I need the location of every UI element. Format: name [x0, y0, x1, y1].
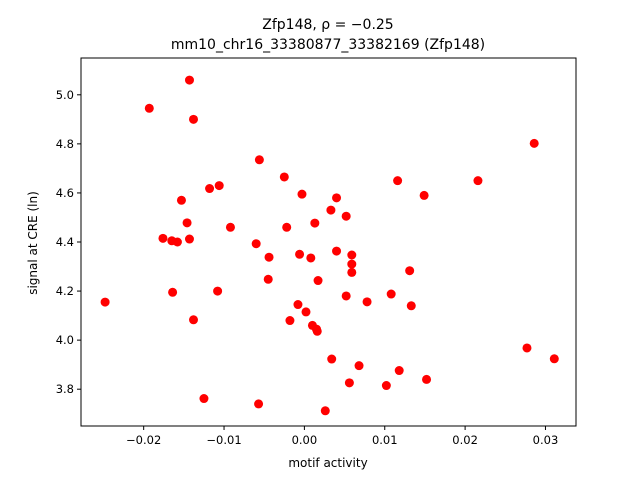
chart-title-line2: mm10_chr16_33380877_33382169 (Zfp148)	[171, 37, 485, 53]
data-point-43	[347, 250, 357, 260]
x-axis-label: motif activity	[288, 456, 367, 470]
y-axis-label: signal at CRE (ln)	[26, 191, 40, 295]
data-point-25	[293, 300, 303, 310]
data-point-45	[347, 267, 357, 277]
data-point-50	[393, 176, 403, 186]
data-point-15	[213, 286, 223, 296]
data-point-16	[225, 222, 235, 232]
data-point-33	[312, 326, 322, 336]
data-point-59	[549, 354, 559, 364]
data-point-40	[341, 211, 351, 221]
data-point-3	[189, 114, 198, 124]
data-point-38	[332, 193, 342, 203]
data-point-18	[251, 239, 261, 249]
data-point-23	[282, 222, 292, 232]
data-point-14	[214, 181, 224, 191]
data-point-13	[199, 394, 209, 404]
data-point-41	[341, 291, 351, 301]
data-point-52	[405, 266, 415, 276]
data-point-53	[406, 301, 416, 311]
y-tick-label-3: 4.4	[56, 235, 74, 249]
y-tick-label-1: 4.0	[56, 333, 74, 347]
data-point-20	[263, 274, 273, 284]
data-point-34	[313, 276, 323, 286]
plot-frame	[80, 57, 577, 427]
data-point-7	[168, 287, 178, 297]
data-point-56	[473, 176, 483, 186]
data-point-51	[394, 366, 404, 376]
x-tick-label-2: 0.00	[292, 433, 318, 447]
data-point-2	[184, 75, 194, 85]
data-point-27	[297, 189, 307, 199]
y-tick-label-5: 4.8	[56, 137, 74, 151]
data-point-37	[327, 354, 337, 364]
y-tick-label-4: 4.6	[56, 186, 74, 200]
y-tick-label-0: 3.8	[56, 382, 74, 396]
data-point-49	[386, 289, 396, 299]
x-tick-label-3: 0.01	[372, 433, 398, 447]
data-point-58	[529, 138, 539, 148]
data-point-44	[347, 259, 357, 269]
points-layer	[100, 75, 559, 416]
chart-title-line1: Zfp148, ρ = −0.25	[262, 17, 393, 33]
data-point-8	[176, 195, 186, 205]
data-point-31	[310, 218, 320, 228]
data-point-36	[326, 205, 336, 215]
data-point-4	[158, 233, 168, 243]
data-point-22	[279, 172, 289, 182]
x-axis: −0.02 −0.01 0.00 0.01 0.02 0.03	[126, 426, 558, 447]
data-point-19	[264, 252, 274, 262]
data-point-35	[320, 406, 330, 416]
y-tick-label-6: 5.0	[56, 88, 74, 102]
data-point-10	[184, 234, 194, 244]
data-point-26	[295, 249, 305, 259]
data-point-12	[205, 184, 215, 194]
data-point-21	[254, 399, 264, 409]
y-tick-label-2: 4.2	[56, 284, 74, 298]
data-point-39	[332, 246, 342, 256]
data-point-11	[189, 315, 198, 325]
data-point-46	[354, 361, 364, 371]
data-point-17	[254, 155, 264, 165]
data-point-28	[301, 307, 311, 317]
data-point-24	[285, 316, 295, 326]
data-point-47	[362, 297, 372, 307]
x-tick-label-1: −0.01	[206, 433, 241, 447]
data-point-54	[419, 190, 429, 200]
data-point-55	[422, 374, 432, 384]
x-tick-label-4: 0.02	[452, 433, 478, 447]
x-tick-label-0: −0.02	[126, 433, 161, 447]
data-point-42	[344, 378, 354, 388]
data-point-1	[144, 103, 154, 113]
y-axis: 3.8 4.0 4.2 4.4 4.6 4.8 5.0	[56, 88, 81, 396]
data-point-6	[172, 237, 182, 247]
data-point-9	[182, 218, 192, 228]
data-point-48	[381, 381, 391, 391]
data-point-57	[522, 343, 532, 353]
data-point-0	[100, 297, 110, 307]
data-point-29	[306, 253, 316, 263]
x-tick-label-5: 0.03	[533, 433, 559, 447]
